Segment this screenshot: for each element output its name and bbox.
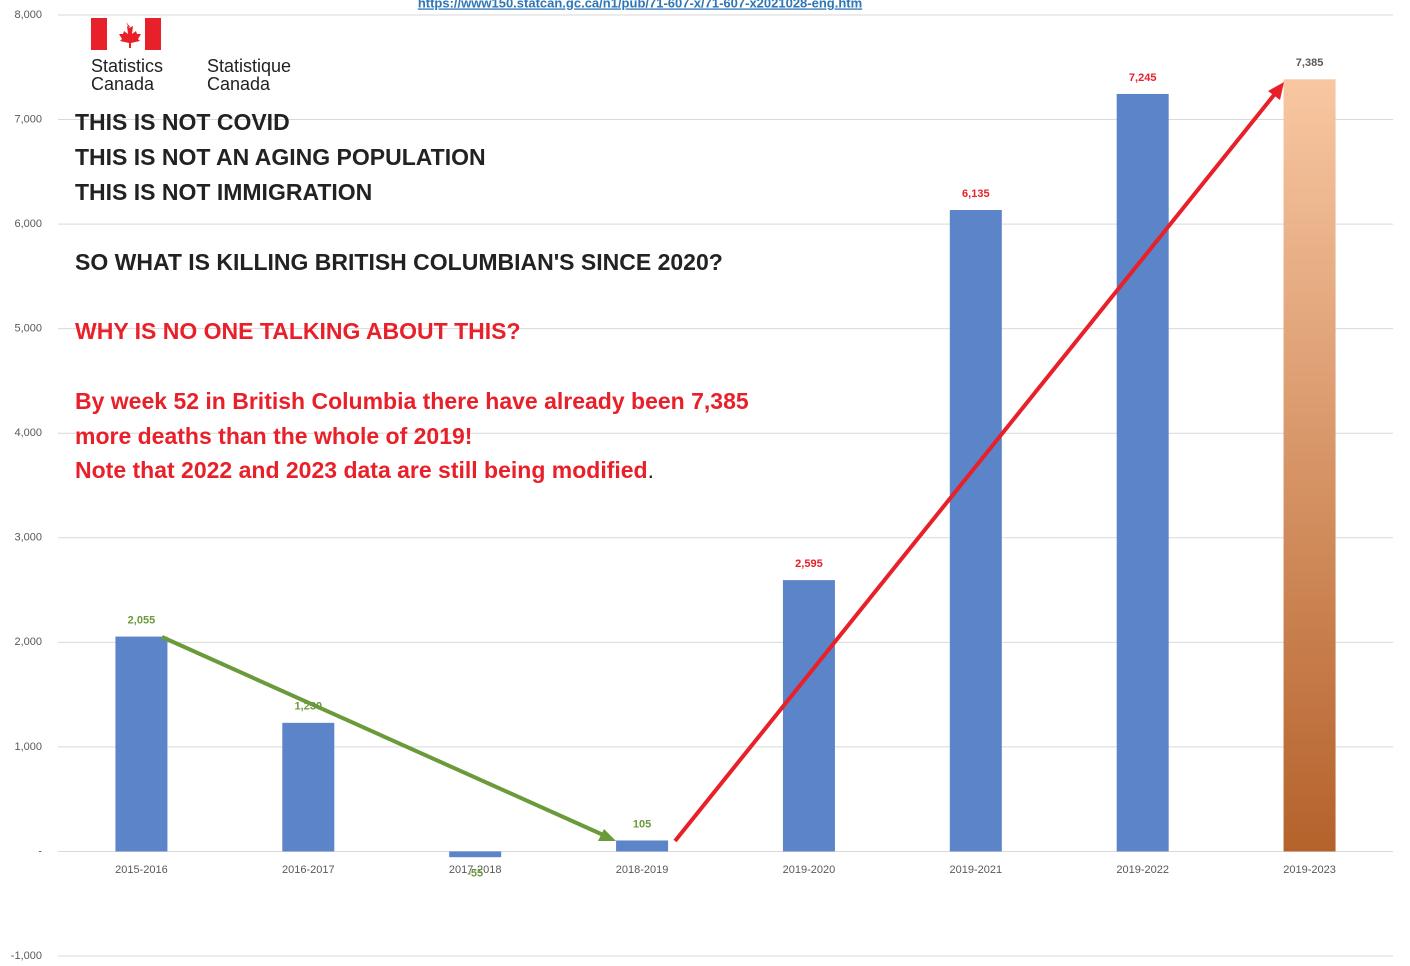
y-tick-label: 3,000 [14, 532, 42, 544]
arrow-head [598, 829, 616, 841]
flag [91, 18, 161, 50]
x-tick-label: 2015-2016 [115, 864, 168, 876]
x-tick-label: 2019-2022 [1116, 864, 1169, 876]
value-label: 7,245 [1129, 72, 1157, 84]
bar [616, 840, 669, 852]
bar [1283, 79, 1336, 852]
value-label: 2,595 [795, 558, 823, 570]
annotation: Note that 2022 and 2023 data are still b… [75, 457, 654, 483]
annotation: THIS IS NOT COVID [75, 109, 290, 135]
y-tick-label: 8,000 [14, 9, 42, 21]
x-tick-label: 2016-2017 [282, 864, 335, 876]
annotation: Note that 2022 and 2023 data are still b… [75, 457, 648, 483]
x-tick-label: 2019-2023 [1283, 864, 1336, 876]
source-link[interactable]: https://www150.statcan.gc.ca/n1/pub/71-6… [418, 0, 862, 10]
annotation: By week 52 in British Columbia there hav… [75, 388, 749, 414]
trend-arrow [673, 88, 1280, 843]
logo-text: Canada [207, 74, 271, 94]
y-tick-label: 1,000 [14, 741, 42, 753]
y-tick-label: 2,000 [14, 636, 42, 648]
x-tick-label: 2018-2019 [616, 864, 669, 876]
x-tick-label: 2019-2020 [783, 864, 836, 876]
y-tick-label: 5,000 [14, 323, 42, 335]
value-label: 7,385 [1296, 57, 1324, 69]
bar [282, 722, 335, 852]
bar [115, 636, 168, 852]
y-tick-label: - [38, 845, 42, 857]
annotation: THIS IS NOT IMMIGRATION [75, 179, 372, 205]
arrow-head [1268, 82, 1284, 100]
annotation: THIS IS NOT AN AGING POPULATION [75, 144, 486, 170]
annotation: . [648, 457, 654, 483]
bar [1116, 93, 1169, 852]
logo-text: Statistics [91, 56, 163, 76]
value-label: 2,055 [128, 614, 156, 626]
y-tick-label: 7,000 [14, 113, 42, 125]
bar [449, 851, 502, 858]
annotation: WHY IS NO ONE TALKING ABOUT THIS? [75, 318, 521, 344]
bar [782, 580, 835, 852]
y-tick-label: -1,000 [11, 950, 42, 962]
y-tick-label: 6,000 [14, 218, 42, 230]
value-label: 6,135 [962, 188, 990, 200]
annotation: SO WHAT IS KILLING BRITISH COLUMBIAN'S S… [75, 249, 723, 275]
trend-arrow [161, 635, 611, 840]
annotation: more deaths than the whole of 2019! [75, 423, 472, 449]
value-label: 105 [633, 818, 651, 830]
logo-text: Canada [91, 74, 155, 94]
logo-text: Statistique [207, 56, 291, 76]
value-label: -55 [467, 867, 483, 879]
x-tick-label: 2019-2021 [950, 864, 1003, 876]
y-tick-label: 4,000 [14, 427, 42, 439]
x-tick-label: 2017-2018 [449, 864, 502, 876]
bar [949, 209, 1002, 852]
